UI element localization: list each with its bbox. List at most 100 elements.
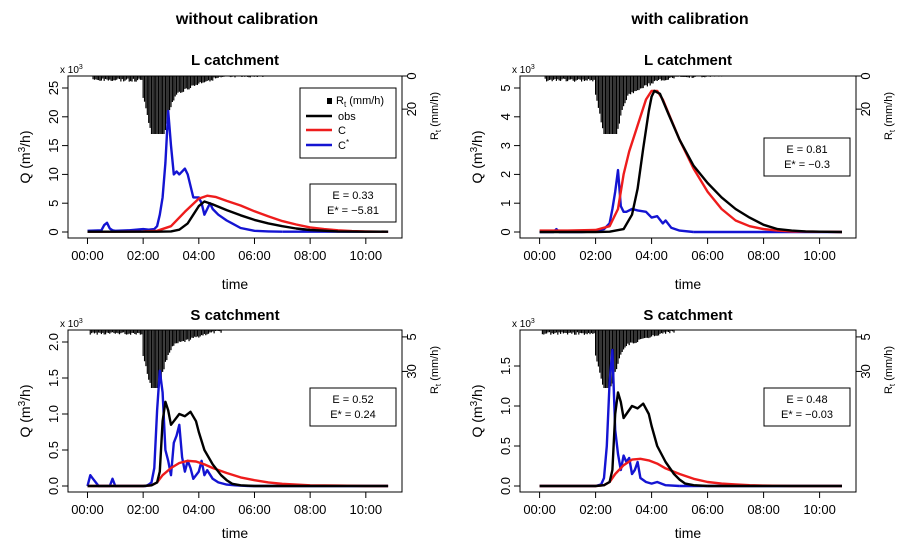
stats-e: E = 0.52 [332,394,373,406]
rain-axis-label: Rt (mm/h) [429,346,443,394]
x-tick-label: 00:00 [71,248,104,263]
y-multiplier-label: x 103 [60,318,83,330]
x-tick-label: 08:00 [747,502,780,517]
series-line-c [539,457,842,488]
stats-e: E = 0.48 [786,394,827,406]
x-tick-label: 02:00 [127,502,160,517]
stats-e: E = 0.33 [332,190,373,202]
series-line-obs [539,391,708,488]
y-tick-label: 1.5 [498,357,513,375]
rain-axis-label: Rt (mm/h) [883,92,897,140]
y-tick-label: 5 [498,84,513,91]
panel-title: L catchment [191,52,279,69]
y-axis-label: Q (m3/h) [469,130,485,183]
stats-estar: E* = −0.03 [781,409,833,421]
series-line-cstar [86,369,249,488]
y-tick-label: 4 [498,113,513,120]
y-tick-label: 5 [46,200,61,207]
legend-rain-label: Rt (mm/h) [336,95,384,109]
x-tick-label: 02:00 [127,248,160,263]
y-tick-label: 0.5 [46,441,61,459]
chart-panel-4: S catchment 00:00 02:00 04:00 06:00 08:00 10:0… [469,307,897,541]
rain-tick-label: 0 [858,72,873,79]
x-tick-label: 00:00 [71,502,104,517]
rain-tick-label: 20 [858,102,873,116]
y-tick-label: 0.0 [498,477,513,495]
series-line-obs [87,400,255,488]
legend-rain-swatch [327,98,332,104]
stats-box [309,387,397,427]
legend-cstar-label: C* [338,138,349,152]
series-line-obs [87,200,389,233]
y-tick-label: 1 [498,200,513,207]
x-tick-label: 08:00 [747,248,780,263]
x-tick-label: 06:00 [238,502,271,517]
series-line-cstar [87,109,283,233]
rain-bars [541,330,675,388]
x-tick-label: 00:00 [523,248,556,263]
chart-panel-2: L catchment 00:00 02:00 04:00 06:00 08:00 10:0… [469,52,897,292]
x-axis-label: time [675,276,702,292]
y-tick-label: 0 [498,228,513,235]
series-line-obs [539,89,843,234]
plot-frame [519,329,857,493]
y-tick-label: 2.0 [46,333,61,351]
y-multiplier-label: x 103 [512,64,535,76]
x-tick-label: 02:00 [579,502,612,517]
x-tick-label: 10:00 [803,502,836,517]
series-line-c [87,194,389,233]
legend-obs-label: obs [338,111,356,123]
rain-tick-label: 5 [858,333,873,340]
legend: Rt (mm/h) obs CC* [299,87,397,159]
chart-panel-1: L catchment 00:00 02:00 04:00 06:00 08:00 10:0… [17,52,443,292]
x-tick-label: 02:00 [579,248,612,263]
rain-tick-label: 30 [858,364,873,378]
stats-box [763,387,851,427]
series-line-c [87,459,389,488]
column-title-right: with calibration [630,11,748,28]
x-axis-label: time [222,525,249,541]
stats-estar: E* = −0.3 [784,159,830,171]
y-tick-label: 0.0 [46,477,61,495]
y-tick-label: 20 [46,110,61,124]
column-title-left: without calibration [175,11,318,28]
stats-e: E = 0.81 [786,144,827,156]
stats-box [763,137,851,177]
series-line-cstar [539,168,694,234]
panel-title: S catchment [190,307,279,324]
stats-box [309,183,397,223]
y-axis-label: Q (m3/h) [17,130,33,183]
panel-title: S catchment [643,307,732,324]
x-tick-label: 10:00 [350,502,383,517]
y-tick-label: 25 [46,81,61,95]
x-tick-label: 06:00 [238,248,271,263]
y-tick-label: 1.0 [46,405,61,423]
x-tick-label: 04:00 [635,502,668,517]
x-tick-label: 10:00 [350,248,383,263]
rain-bars [92,76,269,134]
y-tick-label: 10 [46,167,61,181]
rain-axis-label: Rt (mm/h) [429,92,443,140]
plot-frame [67,329,403,493]
x-tick-label: 08:00 [294,248,327,263]
y-tick-label: 1.0 [498,397,513,415]
legend-c-label: C [338,125,346,137]
rain-tick-label: 20 [404,102,419,116]
x-axis-label: time [222,276,249,292]
stats-estar: E* = 0.24 [330,409,376,421]
y-tick-label: 2 [498,171,513,178]
y-tick-label: 0.5 [498,437,513,455]
rain-bars [89,330,222,388]
rain-axis-label: Rt (mm/h) [883,346,897,394]
y-axis-label: Q (m3/h) [17,384,33,437]
x-tick-label: 04:00 [183,502,216,517]
y-tick-label: 1.5 [46,369,61,387]
y-tick-label: 15 [46,138,61,152]
panel-title: L catchment [644,52,732,69]
x-tick-label: 04:00 [635,248,668,263]
x-tick-label: 08:00 [294,502,327,517]
x-tick-label: 10:00 [803,248,836,263]
stats-estar: E* = −5.81 [327,205,379,217]
x-tick-label: 04:00 [183,248,216,263]
